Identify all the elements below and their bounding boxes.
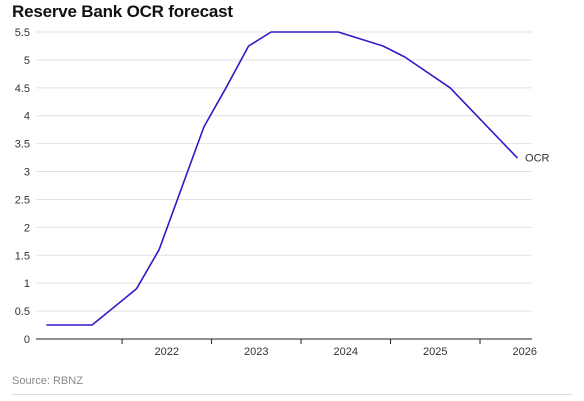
x-tick-label: 2025: [423, 346, 447, 358]
chart-title: Reserve Bank OCR forecast: [12, 2, 233, 21]
y-tick-label: 4: [24, 111, 30, 123]
y-tick-label: 5: [24, 55, 30, 67]
y-tick-label: 2.5: [15, 194, 30, 206]
y-tick-label: 1.5: [15, 250, 30, 262]
x-tick-label: 2023: [244, 346, 268, 358]
y-tick-label: 0.5: [15, 306, 30, 318]
series-line-ocr: [46, 31, 518, 326]
x-tick-label: 2024: [334, 346, 358, 358]
y-tick-label: 4.5: [15, 83, 30, 95]
line-chart: 00.511.522.533.544.555.5 2022 2023 2024 202…: [15, 27, 550, 358]
x-axis-ticks: 2022 2023 2024 2025 2026: [121, 339, 537, 358]
series-label: OCR: [525, 153, 550, 165]
y-tick-label: 3.5: [15, 139, 30, 151]
gridlines: [36, 31, 532, 312]
y-tick-label: 5.5: [15, 27, 30, 39]
y-axis-ticks: 0 0.5 1 1.5 2 2.5 3 3.5 4 4.5 5 5.5: [15, 27, 30, 346]
series-layer: OCR: [46, 31, 550, 326]
x-tick-label: 2022: [155, 346, 179, 358]
y-tick-label: 1: [24, 278, 30, 290]
x-tick-label: 2026: [513, 346, 537, 358]
footer-divider: [12, 394, 572, 395]
source-note: Source: RBNZ: [12, 375, 83, 387]
y-tick-label: 3: [24, 167, 30, 179]
y-tick-label: 2: [24, 222, 30, 234]
y-tick-label: 0: [24, 334, 30, 346]
